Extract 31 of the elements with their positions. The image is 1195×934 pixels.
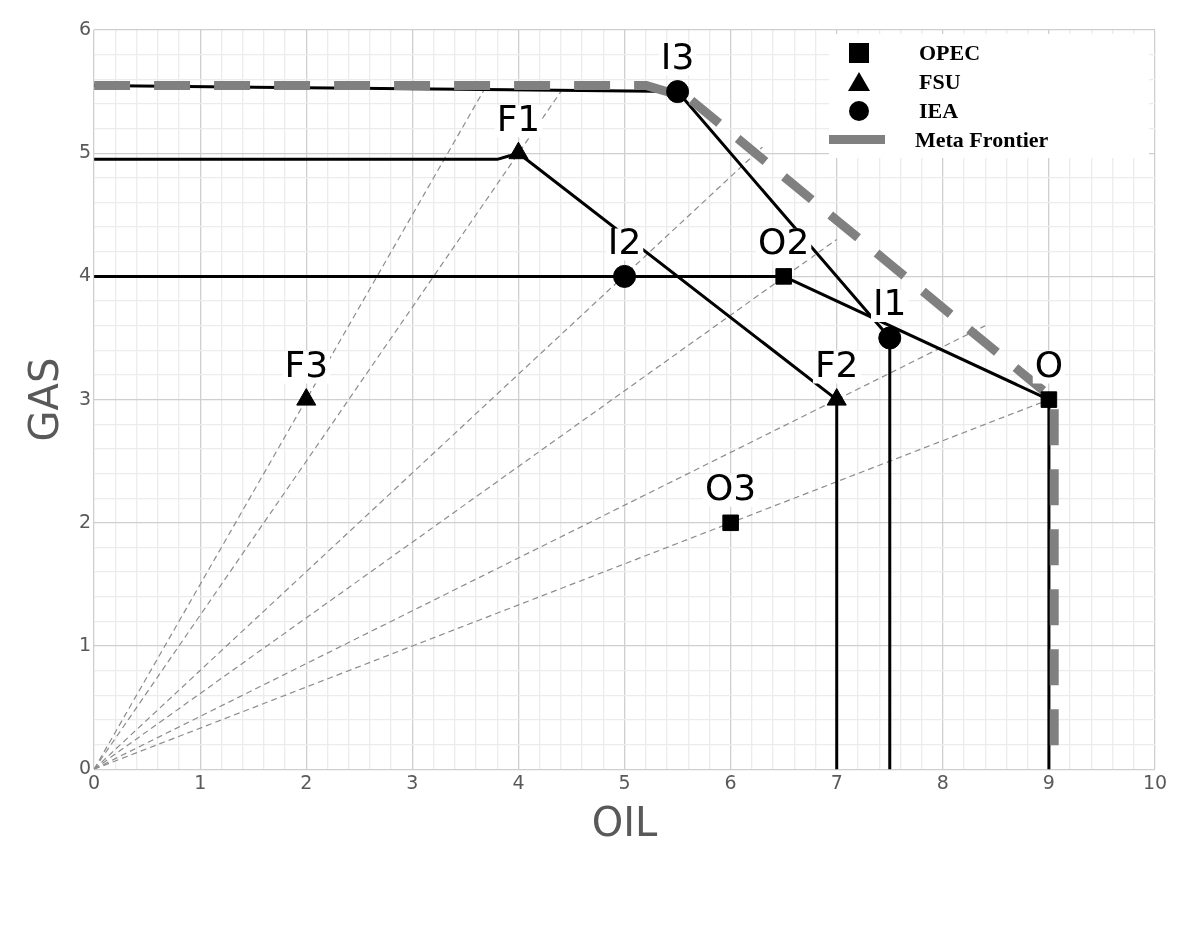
legend-label: IEA [919, 97, 959, 124]
y-axis-title: GAS [21, 357, 68, 442]
x-tick-label: 7 [830, 770, 843, 793]
x-tick-label: 5 [618, 770, 631, 793]
x-tick-label: 6 [724, 770, 737, 793]
legend-label: FSU [919, 68, 961, 95]
y-tick-label: 3 [78, 386, 92, 409]
x-tick-label: 8 [936, 770, 949, 793]
y-tick-label: 5 [78, 140, 92, 163]
x-axis-title: OIL [591, 799, 659, 846]
legend-label: OPEC [919, 39, 981, 66]
annotation: F3 [284, 343, 329, 385]
x-tick-label: 10 [1142, 770, 1168, 793]
annotation: F2 [814, 343, 859, 385]
annotation: O3 [705, 467, 757, 509]
annotation: F1 [496, 97, 541, 139]
annotation: I1 [873, 282, 907, 324]
y-tick-label: 4 [78, 263, 92, 286]
x-tick-label: 9 [1042, 770, 1055, 793]
legend-label: Meta Frontier [915, 126, 1049, 153]
y-tick-label: 6 [78, 16, 92, 39]
annotation: I2 [607, 220, 642, 262]
annotation: O [1034, 343, 1064, 385]
y-tick-label: 2 [78, 509, 92, 532]
x-tick-label: 1 [194, 770, 207, 793]
annotation: O2 [758, 220, 810, 262]
y-tick-label: 1 [78, 632, 92, 655]
x-tick-label: 4 [512, 770, 525, 793]
x-tick-label: 3 [406, 770, 419, 793]
x-tick-label: 2 [300, 770, 313, 793]
annotation: I3 [660, 35, 695, 77]
